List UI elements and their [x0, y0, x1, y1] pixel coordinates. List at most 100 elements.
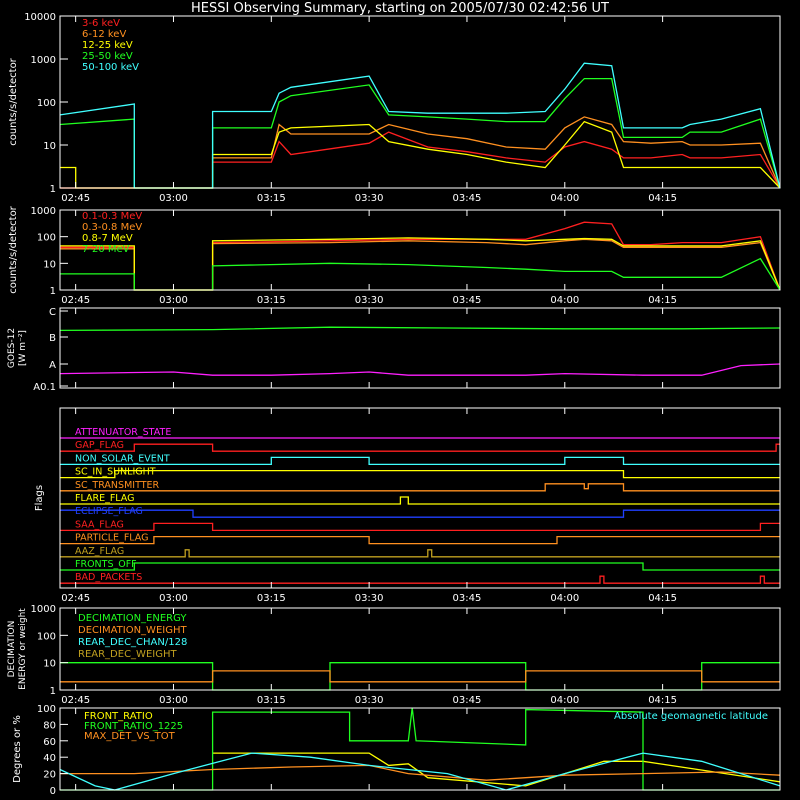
flag-line	[60, 483, 780, 492]
panel-high-energy-x-tick-label: 02:45	[61, 295, 90, 306]
chart-title: HESSI Observing Summary, starting on 200…	[191, 1, 609, 16]
series-line	[60, 662, 780, 691]
y-axis-label: Flags	[34, 485, 45, 511]
legend-entry: FRONT_RATIO_1225	[84, 721, 183, 732]
legend-entry: MAX_DET_VS_TOT	[84, 731, 176, 742]
legend-entry: 12-25 keV	[82, 40, 133, 51]
series-line	[60, 257, 781, 291]
series-line	[60, 131, 781, 189]
legend-entry: REAR_DEC_CHAN/128	[78, 637, 187, 648]
panel-low-energy-x-tick-label: 03:30	[355, 193, 384, 204]
y-tick-label: 1	[50, 184, 56, 195]
y-tick-label: 40	[43, 753, 56, 764]
y-tick-label: 20	[43, 770, 56, 781]
flag-label: ECLIPSE_FLAG	[75, 506, 143, 517]
y-axis-label: counts/s/detector	[8, 57, 19, 145]
y-tick-label: 10	[43, 659, 56, 670]
legend-entry: 0.8-7 MeV	[82, 233, 133, 244]
flag-label: SAA_FLAG	[75, 519, 124, 530]
y-axis-label: GOES-12	[7, 328, 17, 368]
series-line	[59, 363, 781, 376]
panel-high-energy-x-tick-label: 04:15	[648, 295, 677, 306]
series-line	[60, 221, 781, 291]
panel-low-energy-x-tick-label: 04:00	[550, 193, 579, 204]
series-line	[212, 752, 781, 787]
y-tick-label: 1000	[31, 55, 56, 66]
panel-flags-x-tick-label: 03:45	[453, 593, 482, 604]
legend-entry: DECIMATION_ENERGY	[78, 613, 187, 624]
flag-line	[60, 535, 780, 545]
y-tick-label: 1	[50, 286, 56, 297]
legend-entry: 7-20 MeV	[82, 244, 130, 255]
panel-goes-frame	[59, 307, 781, 389]
y-tick-label: 60	[43, 737, 56, 748]
y-tick-label: 1	[50, 686, 56, 697]
series-line	[60, 237, 781, 291]
legend-entry: 0.3-0.8 MeV	[82, 222, 142, 233]
y-tick-label: 100	[37, 98, 56, 109]
y-tick-label: 1000	[31, 206, 56, 217]
panel-decimation-frame	[59, 607, 781, 691]
series-line	[59, 62, 781, 189]
annotation: Absolute geomagnetic latitude	[614, 711, 768, 722]
flag-line	[60, 522, 780, 532]
panel-low-energy-x-tick-label: 03:15	[257, 193, 286, 204]
y-tick-label: 100	[37, 704, 56, 715]
panel-low-energy-x-tick-label: 02:45	[61, 193, 90, 204]
legend-entry: REAR_DEC_WEIGHT	[78, 649, 177, 660]
y-axis-label: counts/s/detector	[8, 205, 19, 293]
panel-decimation-x-tick-label: 02:45	[61, 695, 90, 706]
legend-entry: 50-100 keV	[82, 62, 139, 73]
panel-high-energy-frame	[59, 209, 781, 291]
y-tick-label: 80	[43, 720, 56, 731]
legend-entry: 25-50 keV	[82, 51, 133, 62]
series-line	[59, 326, 781, 332]
panel-decimation-x-tick-label: 04:00	[550, 695, 579, 706]
y-axis-label: [W m⁻²]	[18, 330, 28, 366]
flag-label: FRONTS_OFF	[75, 559, 137, 570]
y-tick-label: 10000	[24, 12, 56, 23]
panel-low-energy-x-tick-label: 04:15	[648, 193, 677, 204]
flag-label: SC_TRANSMITTER	[75, 480, 160, 491]
y-tick-label: 0	[50, 786, 56, 797]
y-tick-label: A	[49, 360, 56, 371]
y-tick-label: A0.1	[33, 382, 56, 393]
y-tick-label: 100	[37, 631, 56, 642]
flag-label: GAP_FLAG	[75, 440, 124, 451]
flag-label: AAZ_FLAG	[75, 546, 124, 557]
y-tick-label: B	[49, 333, 56, 344]
panel-flags-x-tick-label: 04:00	[550, 593, 579, 604]
y-axis-label: DECIMATION	[7, 621, 17, 678]
panel-high-energy-x-tick-label: 03:15	[257, 295, 286, 306]
panel-flags-x-tick-label: 02:45	[61, 593, 90, 604]
series-line	[59, 77, 781, 189]
panel-flags-frame	[59, 407, 781, 589]
flag-line	[60, 549, 780, 558]
flag-label: NON_SOLAR_EVENT	[75, 453, 170, 464]
flag-line	[60, 469, 780, 479]
flag-line	[60, 562, 780, 571]
y-tick-label: 10	[43, 141, 56, 152]
panel-high-energy-x-tick-label: 03:30	[355, 295, 384, 306]
panel-flags-x-tick-label: 04:15	[648, 593, 677, 604]
panel-low-energy-x-tick-label: 03:00	[159, 193, 188, 204]
panel-decimation-x-tick-label: 03:30	[355, 695, 384, 706]
legend-entry: 6-12 keV	[82, 29, 126, 40]
flag-line	[60, 575, 780, 584]
flag-label: BAD_PACKETS	[75, 572, 142, 583]
flag-label: PARTICLE_FLAG	[75, 533, 148, 544]
flag-line	[60, 456, 780, 466]
panel-decimation-x-tick-label: 03:45	[453, 695, 482, 706]
panel-high-energy-x-tick-label: 03:45	[453, 295, 482, 306]
y-tick-label: 10	[43, 259, 56, 270]
panel-decimation-x-tick-label: 04:15	[648, 695, 677, 706]
panel-low-energy-frame	[59, 15, 781, 189]
flag-label: ATTENUATOR_STATE	[75, 427, 171, 438]
y-tick-label: 100	[37, 233, 56, 244]
panel-decimation-x-tick-label: 03:15	[257, 695, 286, 706]
series-line	[60, 670, 780, 683]
panel-decimation-x-tick-label: 03:00	[159, 695, 188, 706]
panel-flags-x-tick-label: 03:15	[257, 593, 286, 604]
y-axis-label: ENERGY or weight	[18, 608, 28, 690]
